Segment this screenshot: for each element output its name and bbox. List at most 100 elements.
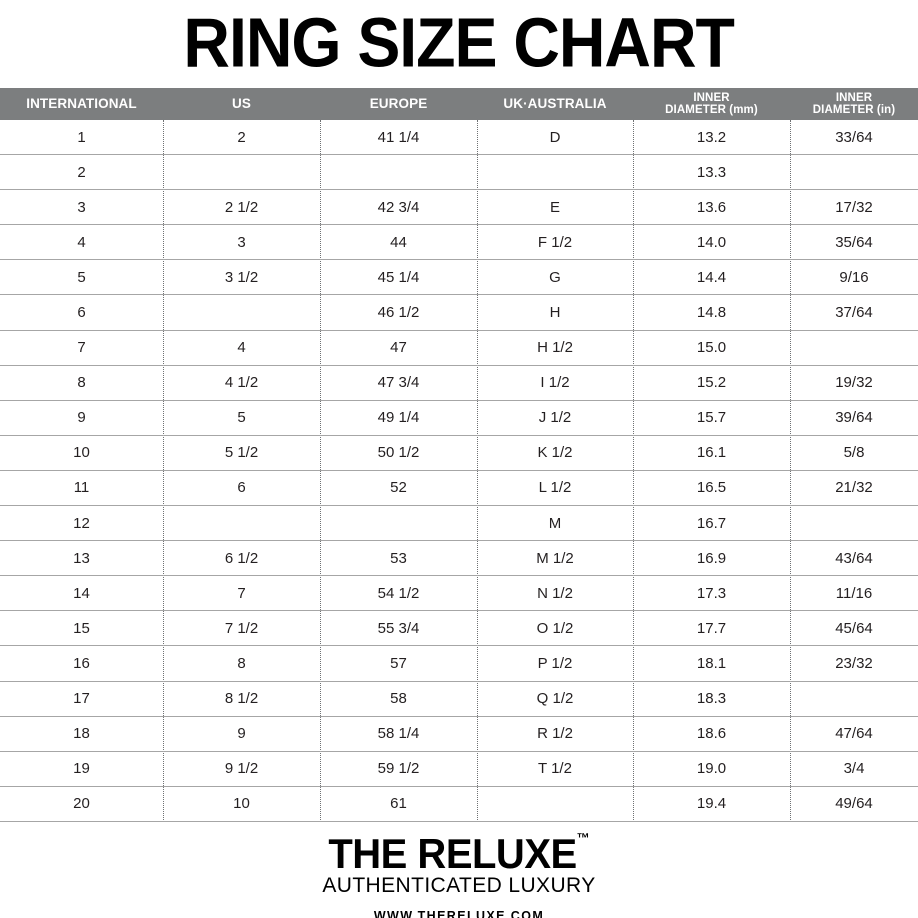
cell-inner_diameter_mm: 17.7 bbox=[696, 619, 727, 637]
cell-europe: 58 bbox=[390, 690, 407, 708]
table-header-row: INTERNATIONAL US EUROPE UK·AUSTRALIA INN… bbox=[0, 88, 918, 120]
cell-inner_diameter_mm: 16.5 bbox=[696, 479, 727, 497]
cell-europe: 57 bbox=[390, 654, 407, 672]
column-header-international: INTERNATIONAL bbox=[0, 88, 163, 120]
cell-inner_diameter_mm: 15.0 bbox=[696, 339, 727, 357]
cell-inner_diameter_mm: 15.7 bbox=[696, 409, 727, 427]
table-row: 6 46 1/2 H 14.8 37/64 bbox=[0, 295, 918, 331]
cell-inner_diameter_mm: 19.0 bbox=[696, 760, 727, 778]
cell-inner_diameter_in bbox=[790, 331, 918, 365]
cell-inner_diameter_in: 43/64 bbox=[835, 549, 873, 567]
cell-international: 16 bbox=[73, 654, 90, 672]
cell-international: 4 bbox=[77, 233, 86, 251]
cell-europe: 47 bbox=[390, 339, 407, 357]
cell-international: 8 bbox=[77, 374, 86, 392]
cell-inner_diameter_in: 37/64 bbox=[835, 304, 873, 322]
cell-uk_australia: N 1/2 bbox=[537, 584, 573, 602]
cell-europe: 61 bbox=[390, 795, 407, 813]
column-header-inner-diameter-mm-line1: INNER bbox=[693, 91, 730, 104]
cell-us: 3 bbox=[237, 233, 246, 251]
cell-inner_diameter_mm: 14.8 bbox=[696, 304, 727, 322]
cell-inner_diameter_in: 33/64 bbox=[835, 128, 873, 146]
cell-inner_diameter_mm: 13.6 bbox=[696, 198, 727, 216]
cell-inner_diameter_in: 17/32 bbox=[835, 198, 873, 216]
cell-europe: 54 1/2 bbox=[377, 584, 420, 602]
cell-us bbox=[163, 295, 320, 329]
table-row: 20 10 61 19.4 49/64 bbox=[0, 787, 918, 822]
cell-europe: 50 1/2 bbox=[377, 444, 420, 462]
table-body: 1 2 41 1/4 D 13.2 33/64 2 13.3 3 2 1/2 42 3/4 E 13.6… bbox=[0, 120, 918, 822]
cell-us bbox=[163, 155, 320, 189]
column-header-inner-diameter-in-line2: DIAMETER (in) bbox=[812, 104, 896, 116]
cell-europe bbox=[320, 506, 477, 540]
table-row: 12 M 16.7 bbox=[0, 506, 918, 542]
cell-europe: 41 1/4 bbox=[377, 128, 420, 146]
column-header-europe: EUROPE bbox=[320, 88, 477, 120]
title-container: RING SIZE CHART bbox=[0, 0, 918, 88]
table-row: 9 5 49 1/4 J 1/2 15.7 39/64 bbox=[0, 401, 918, 436]
table-row: 18 9 58 1/4 R 1/2 18.6 47/64 bbox=[0, 717, 918, 752]
cell-uk_australia: I 1/2 bbox=[540, 374, 570, 392]
table-row: 19 9 1/2 59 1/2 T 1/2 19.0 3/4 bbox=[0, 752, 918, 787]
cell-uk_australia: O 1/2 bbox=[536, 619, 574, 637]
table-row: 2 13.3 bbox=[0, 155, 918, 191]
brand-url: WWW.THERELUXE.COM bbox=[373, 909, 545, 918]
cell-uk_australia: K 1/2 bbox=[537, 444, 573, 462]
cell-us: 4 bbox=[237, 339, 246, 357]
cell-europe: 47 3/4 bbox=[377, 374, 420, 392]
brand-name: THE RELUXE™ bbox=[328, 827, 589, 877]
cell-europe: 44 bbox=[390, 233, 407, 251]
cell-inner_diameter_mm: 16.7 bbox=[696, 514, 727, 532]
cell-inner_diameter_in: 9/16 bbox=[839, 268, 869, 286]
table-row: 15 7 1/2 55 3/4 O 1/2 17.7 45/64 bbox=[0, 611, 918, 647]
cell-international: 20 bbox=[73, 795, 90, 813]
cell-europe: 45 1/4 bbox=[377, 268, 420, 286]
cell-europe: 49 1/4 bbox=[377, 409, 420, 427]
table-row: 4 3 44 F 1/2 14.0 35/64 bbox=[0, 225, 918, 261]
cell-inner_diameter_in: 49/64 bbox=[835, 795, 873, 813]
cell-us: 8 bbox=[237, 654, 246, 672]
cell-europe: 59 1/2 bbox=[377, 760, 420, 778]
table-row: 13 6 1/2 53 M 1/2 16.9 43/64 bbox=[0, 541, 918, 577]
cell-uk_australia: L 1/2 bbox=[538, 479, 572, 497]
cell-inner_diameter_mm: 15.2 bbox=[696, 374, 727, 392]
table-row: 14 7 54 1/2 N 1/2 17.3 11/16 bbox=[0, 576, 918, 612]
cell-inner_diameter_in: 3/4 bbox=[843, 760, 865, 778]
cell-uk_australia bbox=[477, 787, 633, 821]
table-row: 16 8 57 P 1/2 18.1 23/32 bbox=[0, 646, 918, 682]
cell-inner_diameter_in bbox=[790, 506, 918, 540]
trademark-symbol: ™ bbox=[576, 829, 590, 846]
cell-international: 15 bbox=[73, 619, 90, 637]
cell-inner_diameter_mm: 18.3 bbox=[696, 690, 727, 708]
cell-uk_australia: F 1/2 bbox=[537, 233, 573, 251]
cell-international: 6 bbox=[77, 304, 86, 322]
cell-international: 18 bbox=[73, 725, 90, 743]
cell-inner_diameter_mm: 18.1 bbox=[696, 654, 727, 672]
cell-europe: 46 1/2 bbox=[377, 304, 420, 322]
cell-inner_diameter_mm: 16.9 bbox=[696, 549, 727, 567]
cell-uk_australia bbox=[477, 155, 633, 189]
cell-inner_diameter_in: 19/32 bbox=[835, 374, 873, 392]
cell-international: 10 bbox=[73, 444, 90, 462]
cell-international: 14 bbox=[73, 584, 90, 602]
column-header-uk-australia-label: UK·AUSTRALIA bbox=[503, 95, 607, 111]
cell-europe: 52 bbox=[390, 479, 407, 497]
cell-us bbox=[163, 506, 320, 540]
cell-us: 10 bbox=[233, 795, 250, 813]
cell-international: 12 bbox=[73, 514, 90, 532]
cell-uk_australia: M 1/2 bbox=[536, 549, 574, 567]
cell-international: 3 bbox=[77, 198, 86, 216]
cell-europe: 55 3/4 bbox=[377, 619, 420, 637]
cell-inner_diameter_mm: 17.3 bbox=[696, 584, 727, 602]
table-row: 8 4 1/2 47 3/4 I 1/2 15.2 19/32 bbox=[0, 366, 918, 401]
cell-international: 1 bbox=[77, 128, 86, 146]
cell-uk_australia: M bbox=[548, 514, 562, 532]
cell-us: 7 bbox=[237, 584, 246, 602]
cell-inner_diameter_in bbox=[790, 155, 918, 189]
cell-inner_diameter_in: 39/64 bbox=[835, 409, 873, 427]
cell-international: 7 bbox=[77, 339, 86, 357]
cell-uk_australia: J 1/2 bbox=[538, 409, 572, 427]
table-row: 17 8 1/2 58 Q 1/2 18.3 bbox=[0, 682, 918, 717]
cell-uk_australia: H 1/2 bbox=[537, 339, 573, 357]
cell-inner_diameter_in bbox=[790, 682, 918, 716]
